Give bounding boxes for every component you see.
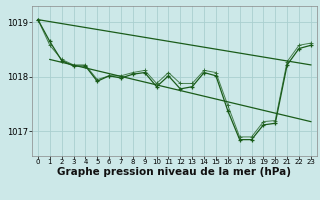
X-axis label: Graphe pression niveau de la mer (hPa): Graphe pression niveau de la mer (hPa) — [57, 167, 292, 177]
